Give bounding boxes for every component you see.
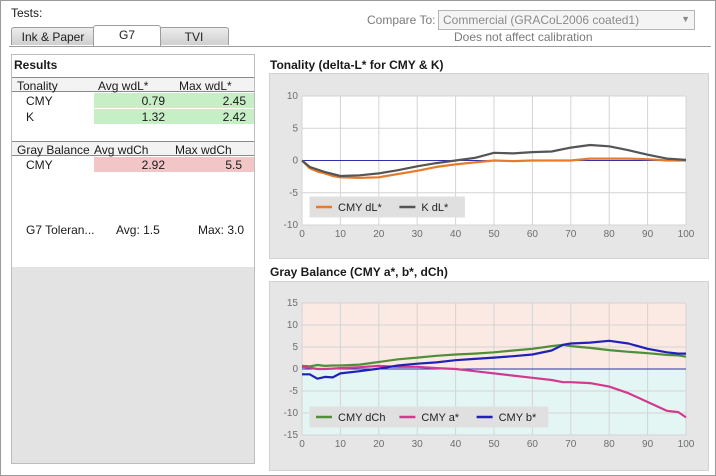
x-tick-label: 40 [450,229,462,240]
legend-label: K dL* [421,202,449,214]
avg-value: 1.32 [141,110,165,124]
legend-label: CMY a* [421,412,459,424]
y-tick-label: 15 [287,298,299,309]
tonality-header: Tonality [17,79,58,93]
tolerance-avg: Avg: 1.5 [116,223,160,237]
tonality-row-k: K 1.32 2.42 [12,109,254,124]
tab-g7-label: G7 [118,28,135,42]
tonality-chart-title: Tonality (delta-L* for CMY & K) [270,58,444,72]
x-tick-label: 100 [678,229,695,240]
max-value: 2.45 [222,94,246,108]
tab-strip: Ink & Paper G7 TVI [9,25,711,46]
x-tick-label: 80 [604,439,616,450]
legend-label: CMY dCh [338,412,385,424]
tolerance-max: Max: 3.0 [198,223,245,237]
tolerance-label: G7 Toleran... [26,223,95,237]
x-tick-label: 80 [604,229,616,240]
tests-label: Tests: [11,6,43,20]
tonality-row-cmy: CMY 0.79 2.45 [12,93,254,108]
legend-label: CMY b* [499,412,537,424]
series-line-cmy-b- [302,339,686,380]
y-tick-label: -5 [289,386,298,397]
x-tick-label: 20 [373,229,385,240]
series-line-cmy-dl- [301,157,686,180]
tab-tvi[interactable]: TVI [159,27,229,45]
tonality-chart: 0 10 20 30 40 50 60 70 80 90 100 -10 -5 0 5 10 CMY dL* K … [269,73,709,259]
fail-highlight [94,157,254,172]
row-label: K [26,110,35,124]
gray-balance-chart-svg: 0 10 20 30 40 50 60 70 80 90 100 -15 -10 -5 0 5 10 15 CMY … [284,298,695,450]
x-tick-label: 0 [299,439,305,450]
y-tick-label: 5 [292,342,298,353]
y-tick-label: -10 [284,408,299,419]
x-tick-label: 70 [565,229,577,240]
x-tick-label: 90 [642,439,654,450]
x-tick-label: 10 [335,439,347,450]
compare-to-value: Commercial (GRACoL2006 coated1) [443,13,640,27]
tab-ink-paper-label: Ink & Paper [21,30,85,44]
x-tick-label: 60 [527,439,539,450]
compare-to-dropdown[interactable]: Commercial (GRACoL2006 coated1) ▼ [438,10,695,30]
x-tick-label: 20 [373,439,385,450]
y-tick-label: -10 [284,220,299,231]
x-tick-label: 100 [678,439,695,450]
series-line-cmy-dch [301,343,687,368]
x-tick-label: 60 [527,229,539,240]
legend-box [309,196,465,218]
x-tick-label: 70 [565,439,577,450]
results-panel: Results Tonality Avg wdL* Max wdL* CMY 0… [11,54,255,464]
x-tick-label: 90 [642,229,654,240]
compare-to-label: Compare To: [367,13,436,27]
max-wdch-header: Max wdCh [175,143,232,157]
y-tick-label: 10 [287,320,299,331]
legend-box [309,406,549,428]
legend-label: CMY dL* [338,202,383,214]
compare-note: Does not affect calibration [454,30,593,44]
avg-wdch-header: Avg wdCh [94,143,149,157]
avg-value: 2.92 [141,158,165,172]
gray-balance-row-cmy: CMY 2.92 5.5 [12,157,254,172]
results-title: Results [14,58,58,72]
gray-balance-chart: 0 10 20 30 40 50 60 70 80 90 100 -15 -10 -5 0 5 10 15 CMY … [269,281,709,471]
gray-balance-header-row: Gray Balance Avg wdCh Max wdCh [12,141,254,157]
max-value: 5.5 [225,158,242,172]
row-label: CMY [26,158,53,172]
row-label: CMY [26,94,53,108]
tab-divider [9,46,711,47]
x-tick-label: 10 [335,229,347,240]
tonality-header-row: Tonality Avg wdL* Max wdL* [12,77,254,93]
series-line-k-dl- [301,143,687,178]
x-tick-label: 40 [450,439,462,450]
y-tick-label: 10 [287,91,299,102]
series-line-cmy-a- [301,364,687,419]
avg-value: 0.79 [141,94,165,108]
x-tick-label: 30 [412,229,424,240]
tonality-chart-svg: 0 10 20 30 40 50 60 70 80 90 100 -10 -5 0 5 10 CMY dL* K … [284,91,695,240]
x-tick-label: 30 [412,439,424,450]
pass-highlight [94,93,254,108]
max-value: 2.42 [222,110,246,124]
y-tick-label: 0 [292,364,298,375]
y-tick-label: 5 [292,123,298,134]
x-tick-label: 0 [299,229,305,240]
chevron-down-icon[interactable]: ▼ [681,14,690,24]
max-wdl-header: Max wdL* [179,79,232,93]
y-tick-label: -5 [289,188,298,199]
y-tick-label: 0 [292,156,298,167]
gray-balance-chart-title: Gray Balance (CMY a*, b*, dCh) [270,265,448,279]
results-table: Results Tonality Avg wdL* Max wdL* CMY 0… [12,55,254,267]
x-tick-label: 50 [488,439,500,450]
tab-g7[interactable]: G7 [93,25,161,46]
tab-ink-paper[interactable]: Ink & Paper [11,27,95,45]
avg-wdl-header: Avg wdL* [98,79,149,93]
gray-balance-header: Gray Balance [17,143,90,157]
pass-highlight [94,109,254,124]
tab-tvi-label: TVI [184,30,204,44]
y-tick-label: -15 [284,430,299,441]
x-tick-label: 50 [488,229,500,240]
